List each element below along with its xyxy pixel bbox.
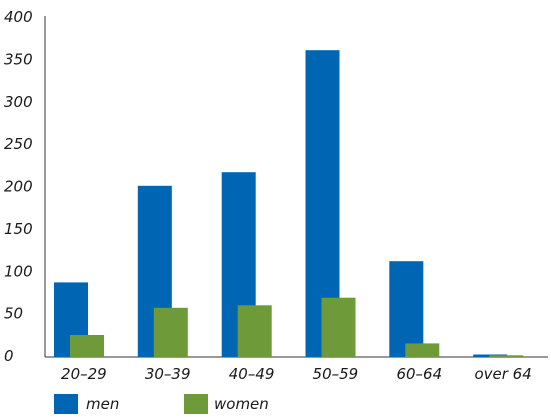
x-tick-label: 50–59 <box>313 365 359 383</box>
bar-men-4 <box>389 261 424 357</box>
x-tick-label: 40–49 <box>229 365 275 383</box>
y-tick-label: 400 <box>4 8 33 26</box>
bar-women-5 <box>489 355 524 357</box>
x-tick-label: over 64 <box>474 365 531 383</box>
x-tick-label: 20–29 <box>61 365 107 383</box>
x-axis-tick-labels: 20–29 30–39 40–49 50–59 60–64 over 64 <box>61 365 532 383</box>
y-axis-tick-labels: 0 50 100 150 200 250 300 350 400 <box>4 8 33 365</box>
legend-label-women: women <box>214 395 269 413</box>
y-tick-label: 150 <box>4 220 33 238</box>
bar-women-3 <box>321 297 356 357</box>
bar-women-2 <box>237 305 272 357</box>
y-tick-label: 100 <box>4 262 33 280</box>
y-tick-label: 200 <box>4 178 33 196</box>
legend: men women <box>54 394 269 414</box>
x-tick-label: 60–64 <box>396 365 442 383</box>
bar-women-0 <box>70 335 104 357</box>
legend-label-men: men <box>86 395 119 413</box>
y-tick-label: 350 <box>4 50 33 68</box>
legend-swatch-women <box>184 394 208 414</box>
y-tick-label: 50 <box>4 305 23 323</box>
bars <box>54 50 524 357</box>
y-tick-label: 300 <box>4 93 33 111</box>
y-tick-label: 0 <box>4 347 14 365</box>
bar-women-1 <box>153 307 188 357</box>
bar-women-4 <box>405 343 440 357</box>
x-tick-label: 30–39 <box>145 365 191 383</box>
y-tick-label: 250 <box>4 135 33 153</box>
legend-swatch-men <box>54 394 78 414</box>
